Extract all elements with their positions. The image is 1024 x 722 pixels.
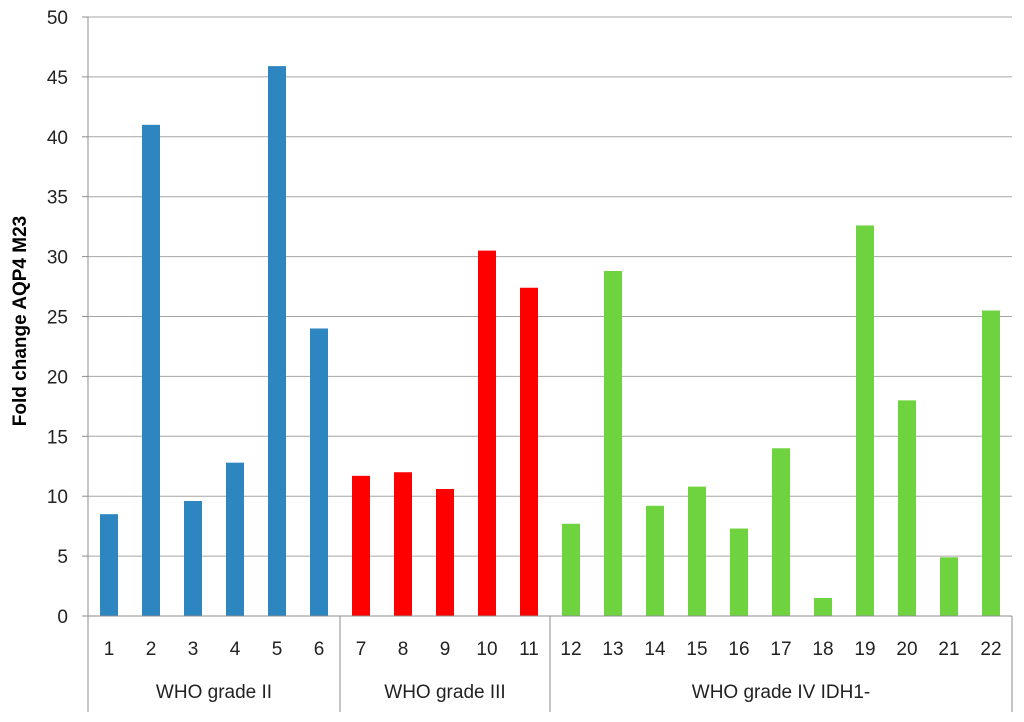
y-tick-label: 25 bbox=[47, 308, 68, 329]
x-tick-label: 8 bbox=[398, 639, 409, 660]
y-tick-label: 50 bbox=[47, 8, 68, 29]
x-tick-label: 5 bbox=[272, 639, 283, 660]
bar bbox=[226, 462, 244, 616]
bar bbox=[772, 448, 790, 616]
y-tick-label: 30 bbox=[47, 248, 68, 269]
y-tick-label: 15 bbox=[47, 427, 68, 448]
x-tick-label: 6 bbox=[314, 639, 325, 660]
bar bbox=[646, 505, 664, 616]
x-tick-label: 20 bbox=[896, 639, 917, 660]
x-tick-label: 13 bbox=[602, 639, 623, 660]
x-tick-label: 19 bbox=[854, 639, 875, 660]
x-tick-label: 10 bbox=[476, 639, 497, 660]
x-tick-label: 22 bbox=[980, 639, 1001, 660]
bar bbox=[310, 328, 328, 616]
bar bbox=[898, 400, 916, 616]
bar bbox=[436, 489, 454, 616]
x-tick-label: 11 bbox=[519, 639, 539, 660]
axes bbox=[82, 16, 1013, 712]
x-tick-label: 1 bbox=[104, 639, 115, 660]
y-tick-label: 20 bbox=[47, 367, 68, 388]
bar bbox=[814, 598, 832, 616]
y-tick-label: 0 bbox=[57, 607, 68, 628]
y-tick-label: 5 bbox=[57, 547, 68, 568]
bar bbox=[268, 66, 286, 617]
group-label: WHO grade IV IDH1- bbox=[692, 682, 870, 703]
y-tick-label: 10 bbox=[47, 487, 68, 508]
x-tick-label: 12 bbox=[560, 639, 581, 660]
y-tick-label: 45 bbox=[47, 68, 68, 89]
y-tick-label: 40 bbox=[47, 128, 68, 149]
bar bbox=[562, 523, 580, 616]
x-tick-label: 3 bbox=[188, 639, 199, 660]
x-tick-label: 21 bbox=[938, 639, 959, 660]
group-label: WHO grade III bbox=[384, 682, 505, 703]
x-tick-label: 4 bbox=[230, 639, 241, 660]
x-tick-label: 16 bbox=[728, 639, 749, 660]
group-label: WHO grade II bbox=[156, 682, 272, 703]
x-tick-label: 9 bbox=[440, 639, 451, 660]
bar bbox=[394, 472, 412, 616]
bar bbox=[982, 310, 1000, 616]
bar bbox=[352, 475, 370, 616]
x-tick-label: 2 bbox=[146, 639, 157, 660]
bars bbox=[100, 66, 1000, 617]
bar bbox=[100, 514, 118, 616]
x-tick-label: 7 bbox=[356, 639, 367, 660]
x-tick-label: 17 bbox=[770, 639, 791, 660]
bar bbox=[520, 287, 538, 616]
y-axis-label: Fold change AQP4 M23 bbox=[10, 216, 31, 426]
bar bbox=[940, 557, 958, 616]
bar bbox=[478, 250, 496, 617]
x-tick-label: 18 bbox=[812, 639, 833, 660]
x-tick-label: 14 bbox=[644, 639, 666, 660]
bar bbox=[856, 225, 874, 616]
y-tick-label: 35 bbox=[47, 188, 68, 209]
bar bbox=[184, 500, 202, 616]
bar bbox=[604, 270, 622, 616]
x-tick-label: 15 bbox=[686, 639, 707, 660]
bar bbox=[730, 528, 748, 616]
bar bbox=[142, 124, 160, 616]
bar bbox=[688, 486, 706, 616]
